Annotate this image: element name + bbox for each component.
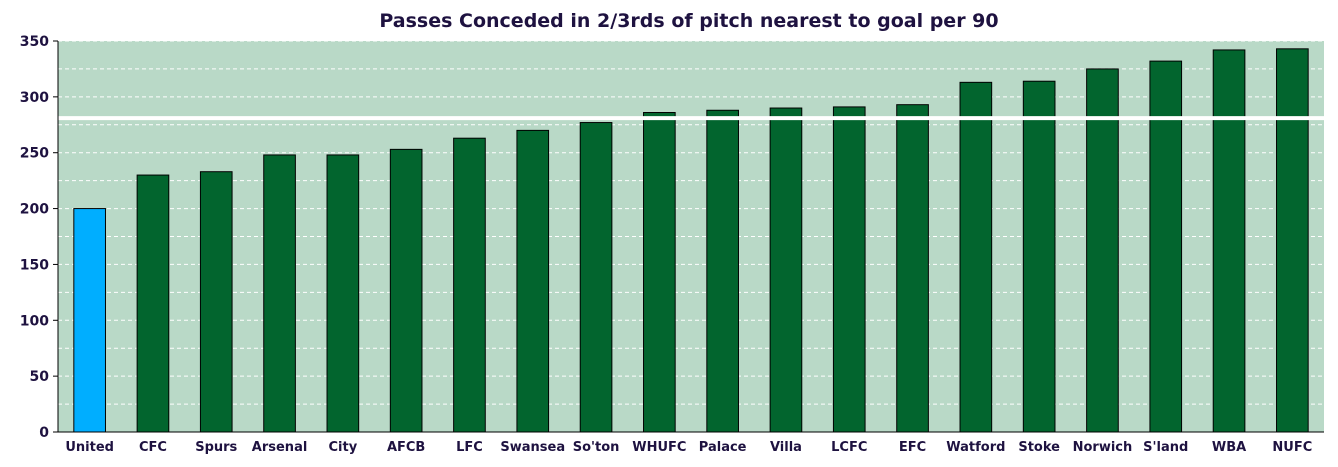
x-tick-label: CFC [139,440,167,455]
y-tick-label: 100 [20,313,49,329]
x-tick-label: WHUFC [632,440,686,455]
x-tick-label: Villa [770,440,802,455]
x-tick-label: Watford [946,440,1005,455]
x-tick-label: S'land [1143,440,1188,455]
x-tick-label: Stoke [1018,440,1060,455]
y-tick-label: 150 [20,257,49,273]
bar-arsenal [263,154,296,433]
bar-norwich [1086,68,1119,433]
x-tick-label: WBA [1212,440,1246,455]
bar-wba [1212,49,1246,433]
x-tick-label: United [65,440,114,455]
x-tick-label: AFCB [387,440,425,455]
x-tick-label: NUFC [1272,440,1312,455]
y-tick-label: 300 [20,90,49,106]
x-tick-label: Arsenal [252,440,308,455]
y-tick-label: 0 [39,425,49,441]
bar-cfc [136,174,170,433]
x-tick-label: Norwich [1073,440,1133,455]
x-tick-label: City [329,440,358,455]
bar-s-land [1149,60,1183,433]
axes [57,41,1324,433]
bar-spurs [199,171,233,433]
bar-lcfc [832,106,866,433]
y-tick-label: 50 [30,369,50,385]
bar-watford [959,81,993,433]
bar-efc [896,104,929,433]
x-tick-label: LCFC [831,440,867,455]
y-axis-ticks: 0 50 100 150 200 250 300 350 [20,34,58,441]
x-tick-label: Spurs [195,440,237,455]
bar-city [326,154,360,433]
bar-lfc [453,137,486,433]
bar-villa [769,107,803,433]
bar-stoke [1022,80,1056,433]
bars [73,48,1309,433]
bar-swansea [516,129,550,433]
bar-palace [706,109,739,433]
bar-so-ton [579,122,613,433]
bar-united [73,208,106,433]
y-tick-label: 200 [20,202,49,218]
x-tick-label: EFC [899,440,926,455]
bar-nufc [1276,48,1309,433]
x-tick-label: So'ton [573,440,620,455]
x-axis-ticks: United CFC Spurs Arsenal City AFCB LFC Swansea S… [65,440,1312,455]
y-tick-label: 250 [20,146,49,162]
x-tick-label: LFC [456,440,483,455]
chart-title: Passes Conceded in 2/3rds of pitch neare… [379,10,998,32]
bar-whufc [643,111,676,433]
x-tick-label: Swansea [500,440,565,455]
y-tick-label: 350 [20,34,49,50]
x-tick-label: Palace [699,440,747,455]
bar-afcb [389,148,423,433]
